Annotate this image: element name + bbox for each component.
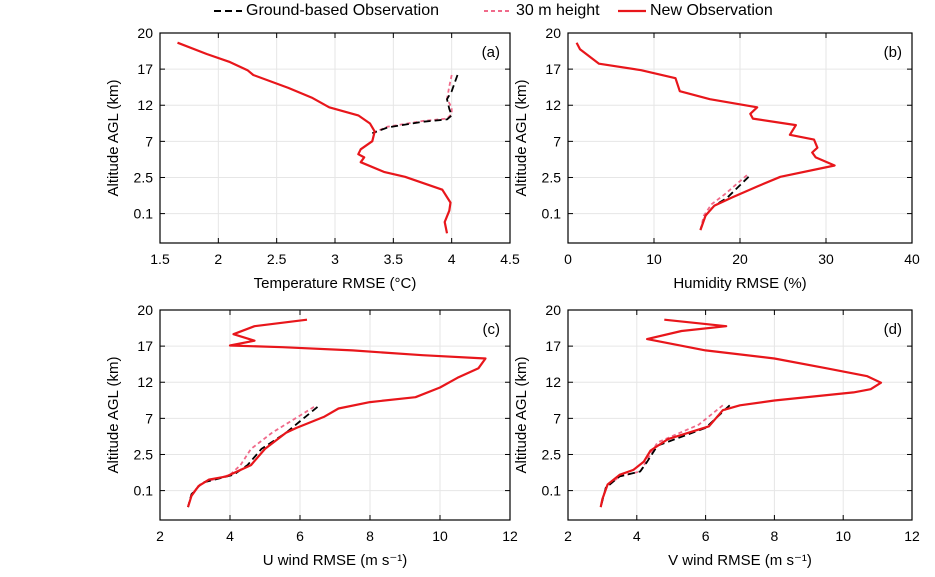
y-tick-label: 20	[137, 25, 153, 41]
legend-item-new-observation: New Observation	[617, 2, 773, 20]
x-tick-label: 4	[633, 528, 641, 544]
x-tick-label: 40	[904, 251, 920, 267]
series-line-new-observation	[186, 318, 487, 508]
panel-label: (a)	[482, 44, 500, 61]
y-tick-label: 12	[137, 97, 153, 113]
y-tick-label: 2.5	[542, 169, 562, 185]
legend-label: 30 m height	[516, 2, 600, 19]
x-tick-label: 10	[646, 251, 662, 267]
x-tick-label: 3	[331, 251, 339, 267]
x-tick-label: 12	[904, 528, 920, 544]
legend-swatch-30m	[484, 9, 512, 12]
y-tick-label: 17	[545, 338, 561, 354]
y-tick-label: 17	[137, 338, 153, 354]
x-tick-label: 6	[296, 528, 304, 544]
y-tick-label: 20	[137, 302, 153, 318]
plot-area	[160, 310, 510, 520]
legend-item-30m: 30 m height	[483, 2, 600, 20]
x-tick-label: 2	[156, 528, 164, 544]
y-tick-label: 2.5	[134, 169, 154, 185]
x-tick-label: 8	[771, 528, 779, 544]
legend-label: Ground-based Observation	[246, 2, 439, 19]
panel-label: (d)	[884, 321, 902, 338]
x-axis-label: Humidity RMSE (%)	[673, 275, 806, 292]
plot-area	[568, 310, 912, 520]
y-tick-label: 0.1	[134, 206, 154, 222]
y-tick-label: 7	[553, 133, 561, 149]
x-tick-label: 4	[448, 251, 456, 267]
axes-frame	[159, 309, 511, 521]
x-tick-label: 10	[835, 528, 851, 544]
x-tick-label: 8	[366, 528, 374, 544]
y-axis-label: Altitude AGL (km)	[105, 80, 122, 197]
x-tick-label: 2	[564, 528, 572, 544]
x-tick-label: 2	[214, 251, 222, 267]
y-tick-label: 20	[545, 25, 561, 41]
series-line-30m	[599, 404, 724, 508]
x-tick-label: 2.5	[267, 251, 287, 267]
series-line-new-observation	[177, 41, 452, 234]
x-tick-label: 4.5	[500, 251, 520, 267]
panel-b: 0 10 20 30 40 20 17 12 7 2.5 0.1 Humidity RMSE (%) A…	[513, 25, 920, 292]
legend-item-ground-based: Ground-based Observation	[213, 2, 439, 20]
legend-label: New Observation	[650, 2, 773, 19]
panel-a: 1.5 2 2.5 3 3.5 4 4.5 20 17 12 7 2.5 0.1 Temperature …	[105, 25, 520, 292]
x-tick-label: 10	[432, 528, 448, 544]
x-tick-label: 12	[502, 528, 518, 544]
y-tick-label: 0.1	[542, 483, 562, 499]
legend: Ground-based Observation 30 m height New…	[0, 0, 935, 26]
y-tick-label: 7	[145, 410, 153, 426]
y-tick-label: 17	[137, 61, 153, 77]
panel-c: 2 4 6 8 10 12 20 17 12 7 2.5 0.1 U wind RMSE (m s⁻¹)…	[105, 302, 518, 569]
x-tick-label: 1.5	[150, 251, 170, 267]
y-tick-label: 12	[545, 97, 561, 113]
series-line-30m	[371, 74, 453, 135]
y-tick-label: 17	[545, 61, 561, 77]
y-tick-label: 7	[553, 410, 561, 426]
x-axis-label: V wind RMSE (m s⁻¹)	[668, 552, 812, 569]
y-tick-label: 0.1	[542, 206, 562, 222]
y-tick-label: 20	[545, 302, 561, 318]
series-line-new-observation	[599, 318, 883, 508]
x-axis-label: Temperature RMSE (°C)	[254, 275, 417, 292]
x-tick-label: 6	[702, 528, 710, 544]
series-line-new-observation	[575, 42, 836, 231]
y-tick-label: 2.5	[134, 446, 154, 462]
y-tick-label: 12	[545, 374, 561, 390]
axes-frame	[567, 309, 913, 521]
x-tick-label: 30	[818, 251, 834, 267]
panel-label: (b)	[884, 44, 902, 61]
x-axis-label: U wind RMSE (m s⁻¹)	[263, 552, 408, 569]
y-tick-label: 12	[137, 374, 153, 390]
x-tick-label: 3.5	[384, 251, 404, 267]
y-axis-label: Altitude AGL (km)	[513, 357, 530, 474]
panel-d: 2 4 6 8 10 12 20 17 12 7 2.5 0.1 V wind RMSE (m s⁻¹)…	[513, 302, 920, 569]
y-tick-label: 0.1	[134, 483, 154, 499]
y-axis-label: Altitude AGL (km)	[513, 80, 530, 197]
legend-swatch-ground-based	[214, 9, 242, 12]
x-tick-label: 0	[564, 251, 572, 267]
x-tick-label: 20	[732, 251, 748, 267]
y-axis-label: Altitude AGL (km)	[105, 357, 122, 474]
y-tick-label: 2.5	[542, 446, 562, 462]
x-tick-label: 4	[226, 528, 234, 544]
y-tick-label: 7	[145, 133, 153, 149]
legend-swatch-new-observation	[618, 9, 646, 12]
panel-label: (c)	[483, 321, 501, 338]
